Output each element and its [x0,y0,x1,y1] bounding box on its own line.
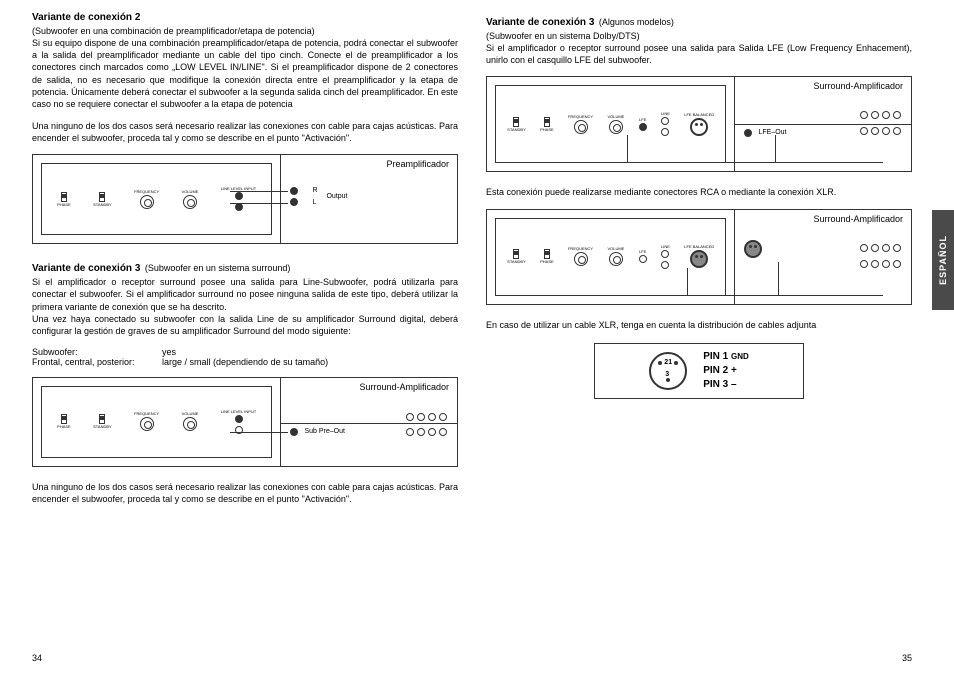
xlr-connector-icon [690,118,708,136]
section-body: Si el amplificador o receptor surround p… [486,42,912,66]
section-sub: (Algunos modelos) [599,17,674,27]
diagram-lfe-rca: STANDBY PHASE FREQUENCY VOLUME LFE LINE … [486,76,912,172]
xlr-connector-icon [744,240,762,258]
page-right: Variante de conexión 3 (Algunos modelos)… [472,0,954,675]
amp-label: Preamplificador [386,159,449,169]
xlr-text: En caso de utilizar un cable XLR, tenga … [486,319,912,331]
page-number: 35 [902,653,912,663]
section-variant-3-dolby: Variante de conexión 3 (Algunos modelos)… [486,12,912,66]
xlr-connector-icon [690,250,708,268]
xlr-pinout-diagram: 1 2 3 PIN 1 GND PIN 2 + PIN 3 – [594,343,804,399]
section-sub2: (Subwoofer en un sistema Dolby/DTS) [486,30,912,42]
frequency-knob [140,195,154,209]
language-label: ESPAÑOL [938,235,948,285]
amp-label: Surround-Amplificador [813,81,903,91]
section-body: Si su equipo dispone de una combinación … [32,37,458,110]
section-subtitle: (Subwoofer en una combinación de preampl… [32,25,458,37]
subwoofer-panel: PHASE STANDBY FREQUENCY VOLUME LINE LEVE… [41,163,272,235]
section-body-2: Una ninguno de los dos casos será necesa… [32,120,458,144]
subwoofer-panel: STANDBY PHASE FREQUENCY VOLUME LFE LINE … [495,218,726,296]
settings-table: Subwoofer: yes Frontal, central, posteri… [32,347,458,367]
subwoofer-panel: STANDBY PHASE FREQUENCY VOLUME LFE LINE … [495,85,726,163]
section-subtitle: (Subwoofer en un sistema surround) [145,263,291,273]
diagram-preamp: PHASE STANDBY FREQUENCY VOLUME LINE LEVE… [32,154,458,244]
page-left: Variante de conexión 2 (Subwoofer en una… [0,0,472,675]
surround-amp-section: Surround-Amplificador [734,210,911,304]
amp-label: Surround-Amplificador [813,214,903,224]
language-tab: ESPAÑOL [932,210,954,310]
preamp-section: Preamplificador R L Output [280,155,457,243]
amp-label: Surround-Amplificador [359,382,449,392]
surround-amp-section: Surround-Amplificador Sub Pre–Out [280,378,457,466]
surround-amp-section: Surround-Amplificador LFE–Out [734,77,911,171]
diagram-lfe-xlr: STANDBY PHASE FREQUENCY VOLUME LFE LINE … [486,209,912,305]
manual-spread: Variante de conexión 2 (Subwoofer en una… [0,0,954,675]
subwoofer-panel: PHASE STANDBY FREQUENCY VOLUME LINE LEVE… [41,386,272,458]
section-variant-3-surround: Variante de conexión 3 (Subwoofer en un … [32,258,458,337]
section-title: Variante de conexión 3 [32,263,140,274]
section-body: Si el amplificador o receptor surround p… [32,276,458,337]
mid-text: Esta conexión puede realizarse mediante … [486,186,912,198]
section-title: Variante de conexión 2 [32,12,458,23]
pin-legend: PIN 1 GND PIN 2 + PIN 3 – [703,350,749,392]
section-title: Variante de conexión 3 [486,17,594,28]
section-variant-2: Variante de conexión 2 (Subwoofer en una… [32,12,458,144]
page-number: 34 [32,653,42,663]
diagram-surround-amp: PHASE STANDBY FREQUENCY VOLUME LINE LEVE… [32,377,458,467]
section-body-3: Una ninguno de los dos casos será necesa… [32,481,458,505]
xlr-circle-icon: 1 2 3 [649,352,687,390]
volume-knob [183,195,197,209]
